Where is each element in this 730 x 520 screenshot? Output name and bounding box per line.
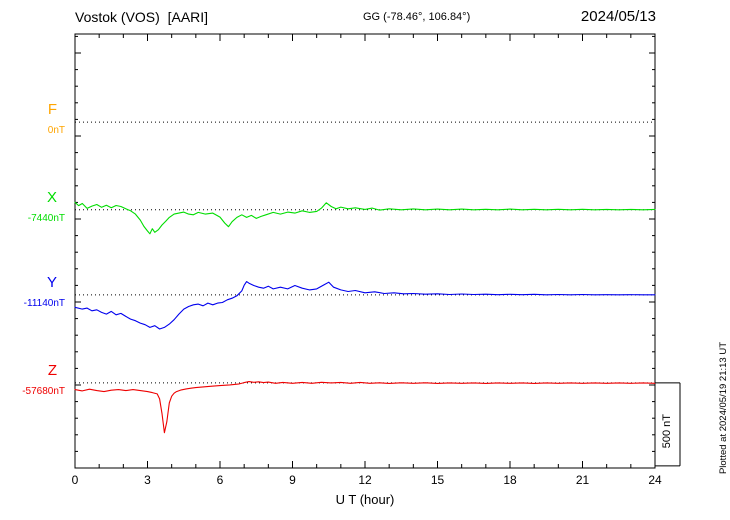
plot-frame <box>74 33 656 469</box>
trace-X <box>74 201 656 235</box>
x-axis-title: U T (hour) <box>335 492 395 507</box>
trace-Z <box>74 381 656 434</box>
plotted-timestamp: Plotted at 2024/05/19 21:13 UT <box>718 341 729 474</box>
component-baseline-Z: -57680nT <box>22 385 65 397</box>
x-tick-label-15: 15 <box>430 473 445 487</box>
component-baseline-X: -7440nT <box>27 212 65 224</box>
component-label-F: F <box>47 101 57 119</box>
x-tick-label-18: 18 <box>503 473 517 487</box>
x-tick-label-9: 9 <box>289 473 296 487</box>
trace-Y <box>74 281 656 330</box>
x-tick-label-12: 12 <box>358 473 372 487</box>
geographic-coords: GG (-78.46°, 106.84°) <box>363 11 471 23</box>
x-tick-label-3: 3 <box>144 473 151 487</box>
x-tick-label-21: 21 <box>575 473 590 487</box>
component-label-X: X <box>46 188 57 206</box>
component-baseline-F: 0nT <box>47 125 65 137</box>
x-tick-label-6: 6 <box>216 473 224 487</box>
component-label-Y: Y <box>46 273 57 291</box>
x-tick-label-24: 24 <box>648 473 662 487</box>
component-baseline-Y: -11140nT <box>23 297 65 309</box>
x-tick-label-0: 0 <box>71 473 79 487</box>
scale-bar-label: 500 nT <box>661 413 673 448</box>
plot-date: 2024/05/13 <box>580 8 656 25</box>
component-label-Z: Z <box>47 361 57 379</box>
station-title: Vostok (VOS) [AARI] <box>75 9 209 25</box>
